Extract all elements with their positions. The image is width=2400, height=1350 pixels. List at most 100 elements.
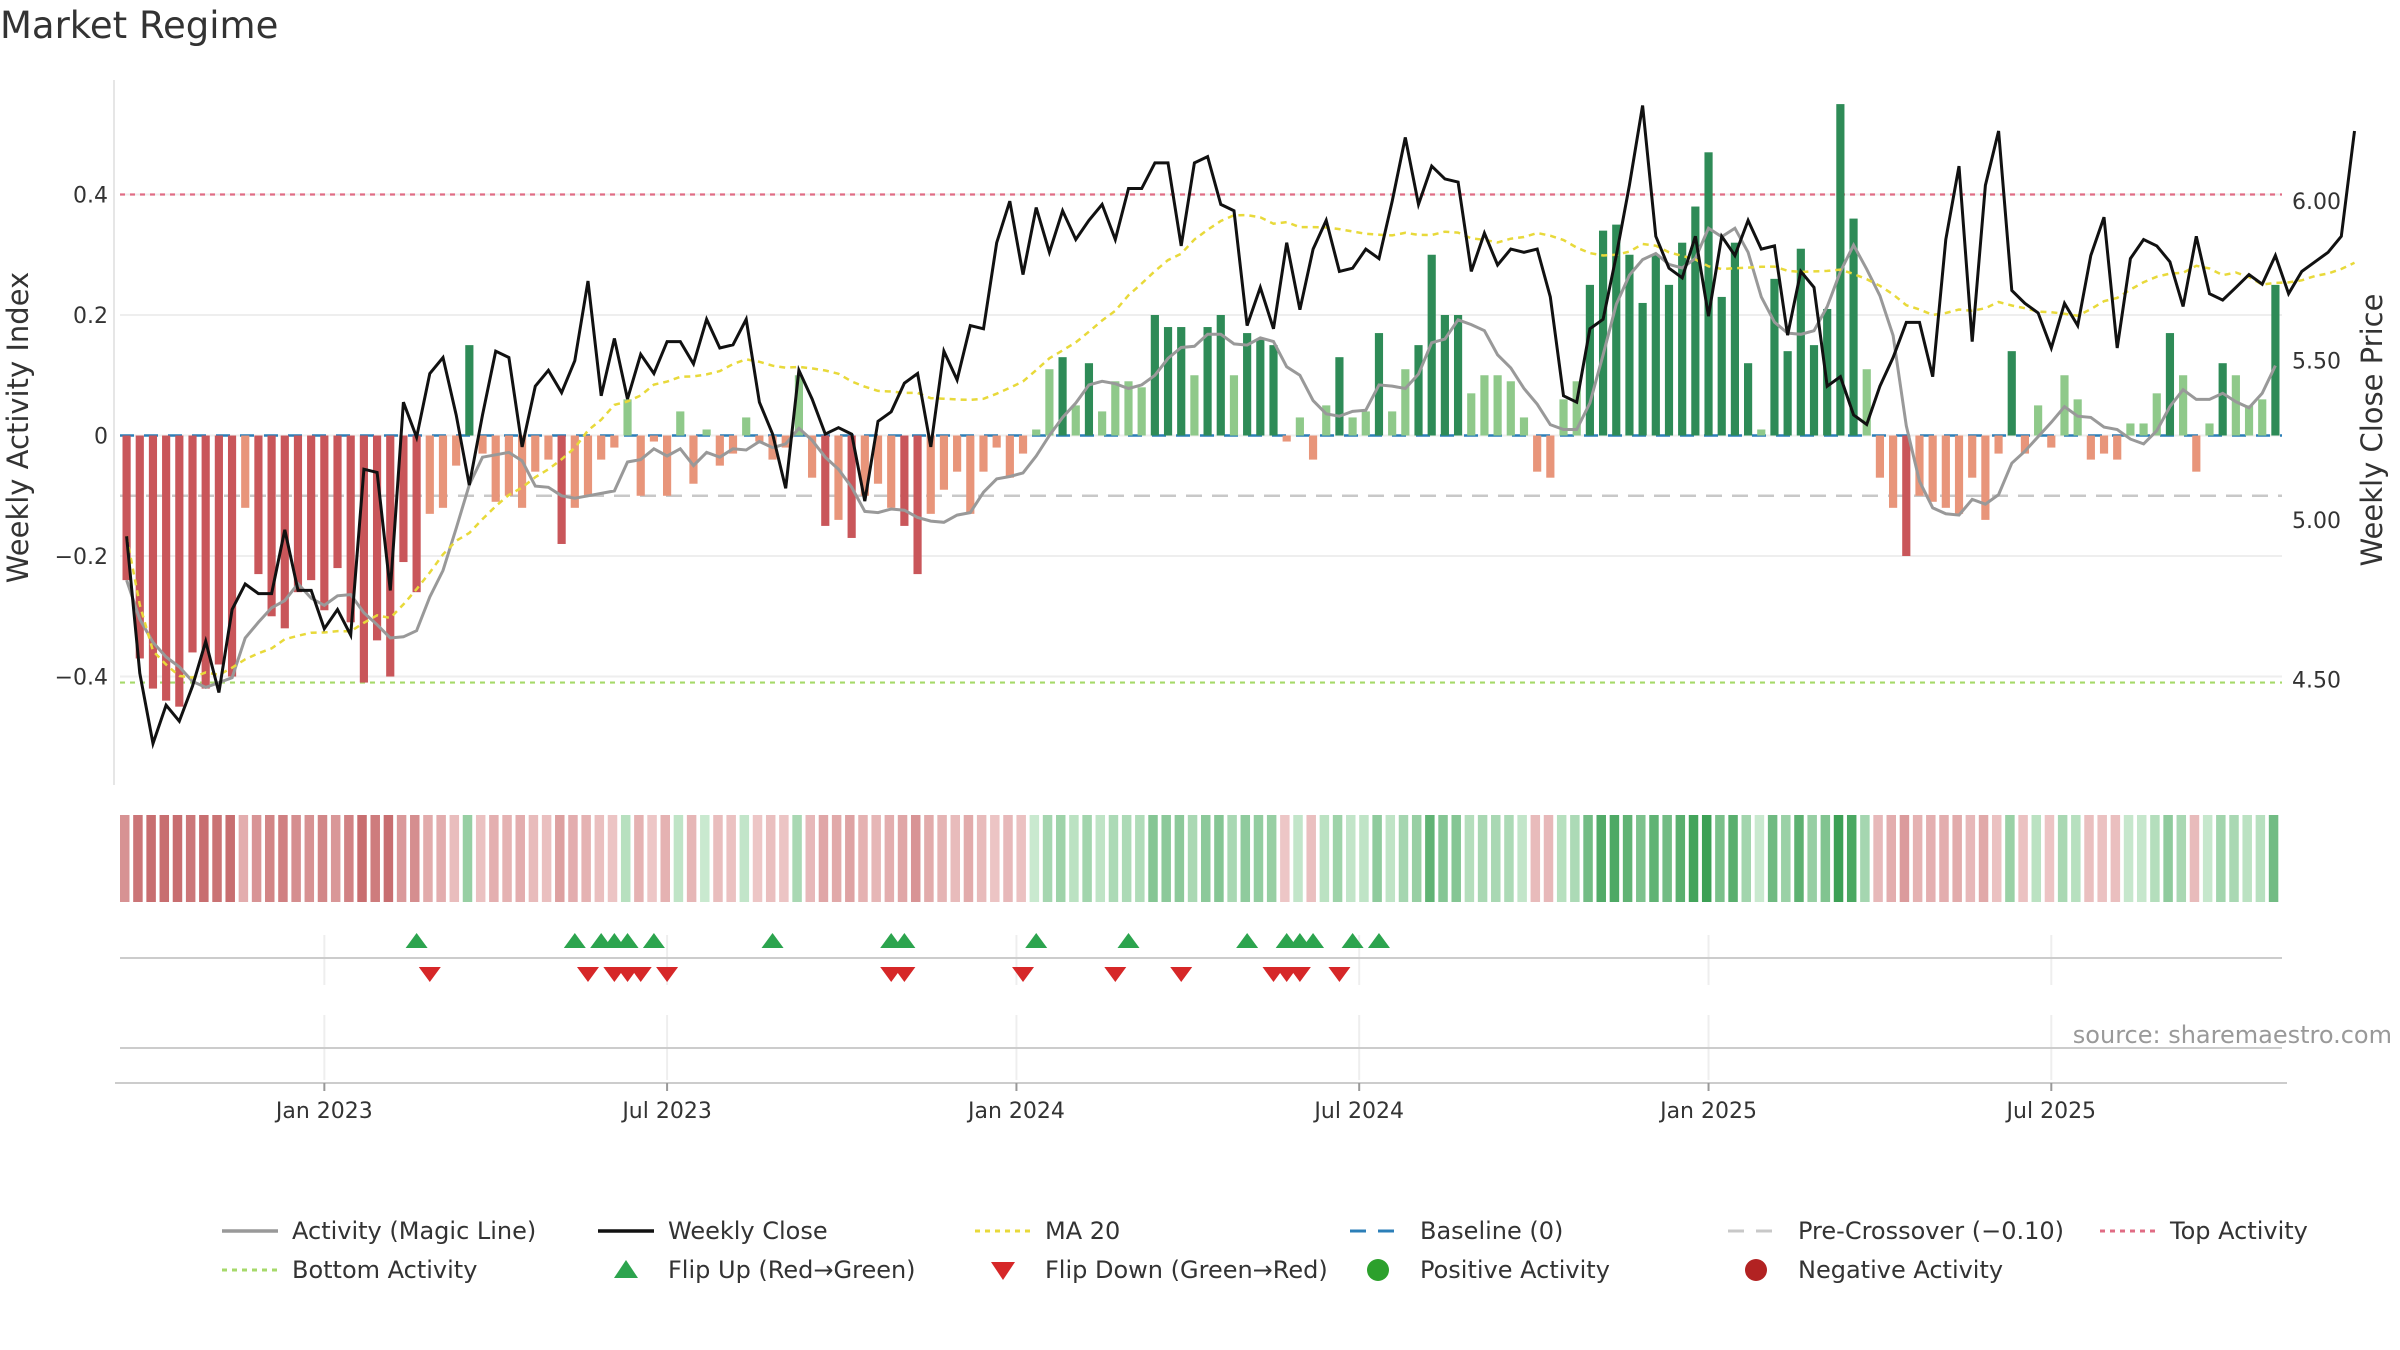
activity-bar bbox=[649, 435, 658, 442]
heat-cell bbox=[2176, 815, 2187, 902]
legend-label: Weekly Close bbox=[668, 1217, 828, 1245]
heat-cell bbox=[502, 815, 512, 902]
x-tick-label: Jan 2025 bbox=[1658, 1099, 1757, 1124]
chart-title: Market Regime bbox=[0, 4, 279, 47]
legend-label: Bottom Activity bbox=[292, 1256, 477, 1284]
y-tick-label-right: 6.00 bbox=[2292, 190, 2341, 215]
activity-bar bbox=[2205, 423, 2214, 436]
activity-bar bbox=[1664, 284, 1674, 436]
activity-bar bbox=[135, 435, 144, 659]
activity-bar bbox=[808, 435, 817, 478]
activity-bar bbox=[742, 417, 751, 436]
heat-cell bbox=[1767, 815, 1778, 902]
activity-bar bbox=[1598, 230, 1608, 436]
activity-bar bbox=[1203, 327, 1212, 436]
heat-cell bbox=[2057, 815, 2068, 902]
heat-cell bbox=[2189, 815, 2200, 902]
heat-cell bbox=[1346, 815, 1356, 902]
activity-bar bbox=[1862, 369, 1871, 436]
activity-bar bbox=[2113, 435, 2122, 460]
heat-cell bbox=[1991, 815, 2002, 902]
activity-bar bbox=[1915, 435, 1924, 496]
legend-item: Bottom Activity bbox=[222, 1256, 477, 1284]
activity-bar bbox=[1849, 218, 1858, 436]
flip-down-marker bbox=[629, 967, 652, 982]
activity-bar bbox=[1111, 381, 1120, 436]
heat-cell bbox=[2202, 815, 2213, 902]
heat-cell bbox=[1556, 815, 1567, 902]
activity-bar bbox=[531, 435, 540, 472]
legend-label: Top Activity bbox=[2169, 1217, 2308, 1245]
flip-down-marker bbox=[1104, 967, 1127, 982]
heat-cell bbox=[541, 815, 552, 902]
legend-item: Activity (Magic Line) bbox=[222, 1217, 536, 1245]
heat-cell bbox=[1108, 815, 1119, 902]
heat-cell bbox=[528, 815, 539, 902]
heat-cell bbox=[396, 815, 407, 902]
heat-cell bbox=[1425, 815, 1435, 902]
heat-cell bbox=[1055, 815, 1066, 902]
heat-cell bbox=[1596, 815, 1606, 902]
activity-bar bbox=[913, 435, 922, 575]
activity-bar bbox=[1401, 369, 1410, 436]
activity-bar bbox=[1308, 435, 1318, 460]
activity-bar bbox=[1348, 417, 1357, 436]
activity-bar bbox=[1519, 417, 1529, 436]
heat-cell bbox=[1227, 815, 1237, 902]
heat-cell bbox=[1280, 815, 1290, 902]
activity-bar bbox=[1638, 302, 1647, 436]
heat-cell bbox=[713, 815, 723, 902]
heat-cell bbox=[1082, 815, 1092, 902]
activity-bar bbox=[794, 375, 804, 436]
activity-bar bbox=[1533, 435, 1542, 472]
ma20-line bbox=[125, 213, 2356, 679]
heat-cell bbox=[1187, 815, 1198, 902]
activity-bar bbox=[241, 435, 250, 508]
activity-bar bbox=[2086, 435, 2095, 460]
activity-bar bbox=[2007, 351, 2016, 436]
heat-cell bbox=[2005, 815, 2015, 902]
heat-cell bbox=[1939, 815, 1949, 902]
activity-bar bbox=[1335, 357, 1344, 436]
activity-bar bbox=[1414, 345, 1423, 436]
y-tick-label-left: −0.4 bbox=[55, 666, 108, 691]
activity-bar bbox=[2244, 405, 2254, 436]
heat-cell bbox=[673, 815, 684, 902]
heat-cell bbox=[212, 815, 222, 902]
magic-line bbox=[125, 225, 2277, 690]
heat-cell bbox=[1121, 815, 1132, 902]
activity-bar bbox=[623, 399, 632, 436]
heat-cell bbox=[2123, 815, 2134, 902]
activity-bar bbox=[1691, 206, 1700, 436]
activity-bar bbox=[610, 435, 619, 448]
activity-bar bbox=[702, 429, 711, 436]
activity-bar bbox=[900, 435, 909, 526]
legend-label: Flip Up (Red→Green) bbox=[668, 1256, 916, 1284]
heat-cell bbox=[199, 815, 209, 902]
activity-bar bbox=[2192, 435, 2201, 472]
activity-bar bbox=[1137, 387, 1146, 436]
flip-up-marker bbox=[893, 933, 916, 948]
legend-label: Flip Down (Green→Red) bbox=[1045, 1256, 1328, 1284]
flip-up-marker bbox=[1025, 933, 1048, 948]
heat-cell bbox=[2110, 815, 2121, 902]
heat-cell bbox=[172, 815, 183, 902]
activity-bar bbox=[2152, 393, 2161, 436]
activity-bar bbox=[728, 435, 738, 454]
activity-bar bbox=[1651, 254, 1660, 436]
flip-down-marker bbox=[893, 967, 916, 982]
activity-bar bbox=[2126, 423, 2135, 436]
activity-bar bbox=[320, 435, 329, 611]
activity-bar bbox=[1190, 375, 1199, 436]
legend-label: Pre-Crossover (−0.10) bbox=[1798, 1217, 2064, 1245]
activity-bar bbox=[188, 435, 197, 653]
activity-bar bbox=[1032, 429, 1041, 436]
legend-item: Negative Activity bbox=[1745, 1256, 2003, 1284]
activity-bar bbox=[887, 435, 896, 508]
flip-up-marker bbox=[1341, 933, 1364, 948]
heat-cell bbox=[1701, 815, 1712, 902]
heat-cell bbox=[871, 815, 881, 902]
heat-cell bbox=[1636, 815, 1646, 902]
activity-bar bbox=[1177, 327, 1186, 436]
heat-cell bbox=[963, 815, 974, 902]
